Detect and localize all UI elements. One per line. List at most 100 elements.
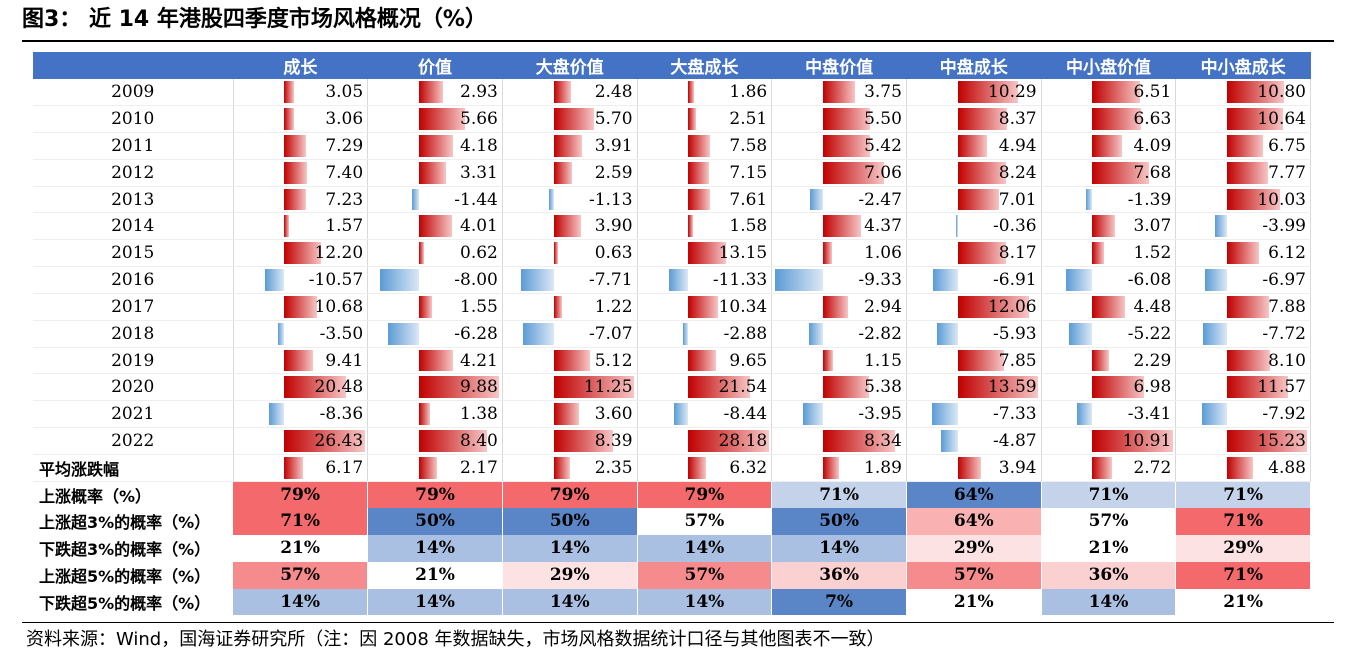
table-row: 2017 10.68 1.55 1.22 10.34 2.94 12.06 4.48 7.88 [33,293,1311,321]
value-cell: -6.08 [1041,266,1177,294]
positive-databar [418,349,454,372]
value-cell: 8.34 [771,427,907,455]
value-text: 1.55 [460,296,498,317]
value-text: 5.42 [864,135,902,156]
value-cell: -6.28 [367,320,503,348]
probability-cell: 79% [502,481,638,509]
value-text: -11.33 [712,270,768,291]
value-cell: 7.40 [233,159,369,187]
probability-cell: 71% [1175,481,1311,509]
positive-databar [418,134,453,157]
negative-databar [1202,322,1228,345]
probability-cell: 7% [771,588,907,616]
header-cell: 中小盘价值 [1041,52,1176,79]
positive-databar [957,349,1005,372]
value-cell: -7.92 [1175,400,1311,429]
value-text: 9.41 [325,350,364,371]
negative-databar [936,322,958,345]
value-text: 2.17 [460,457,498,478]
positive-databar [1092,161,1149,184]
positive-databar [688,349,716,372]
positive-databar [1227,161,1269,184]
positive-databar [688,215,693,238]
value-cell: 11.57 [1175,373,1311,402]
value-text: 10.64 [1257,109,1306,130]
value-text: 8.40 [460,431,498,452]
value-cell: 4.18 [367,132,503,160]
positive-databar [1227,134,1263,157]
value-text: 6.51 [1133,81,1172,102]
positive-databar [823,456,840,479]
value-text: 10.91 [1122,431,1172,452]
value-text: 10.34 [718,296,768,317]
header-cell: 大盘成长 [637,52,772,79]
value-cell: 3.60 [502,400,638,429]
positive-databar [284,242,322,265]
table-row: 2019 9.41 4.21 5.12 9.65 1.15 7.85 2.29 8.10 [33,347,1311,375]
positive-databar [1227,80,1284,104]
value-cell: -8.44 [637,400,773,429]
probability-cell: 50% [367,508,503,535]
value-cell: -5.22 [1041,320,1177,348]
probability-cell: 57% [637,561,773,589]
value-text: 2.29 [1133,350,1172,371]
value-cell: -8.36 [233,400,369,429]
value-text: 8.10 [1268,350,1306,371]
value-cell: 1.58 [637,212,773,241]
value-text: 5.66 [460,109,498,130]
value-text: -8.44 [723,404,768,425]
value-cell: 10.34 [637,293,773,321]
positive-databar [553,108,595,130]
value-cell: 20.48 [233,373,369,402]
value-cell: 3.94 [906,454,1042,482]
positive-databar [957,456,981,479]
value-text: 6.98 [1133,377,1172,398]
value-cell: 2.94 [771,293,907,321]
value-cell: 8.10 [1175,347,1311,375]
value-text: 3.91 [594,135,633,156]
negative-databar [1202,403,1228,426]
value-text: -7.33 [993,404,1037,425]
positive-databar [553,376,634,399]
positive-databar [284,215,290,238]
negative-databar [673,403,689,426]
value-text: -6.91 [993,270,1037,291]
value-cell: 13.59 [906,373,1042,402]
value-text: 7.88 [1268,296,1306,317]
probability-cell: 21% [233,534,369,562]
value-text: -1.13 [588,189,633,210]
value-text: 15.23 [1257,431,1306,452]
negative-databar [931,403,958,426]
value-cell: 12.20 [233,239,369,268]
value-text: 5.38 [864,377,902,398]
value-text: 10.03 [1257,189,1306,210]
value-text: -6.08 [1127,270,1172,291]
value-text: 0.63 [594,243,633,264]
positive-databar [1092,134,1123,157]
value-text: 6.63 [1133,109,1172,130]
positive-databar [823,108,871,130]
row-label: 2011 [33,132,234,160]
value-text: 6.12 [1268,243,1306,264]
table-row: 平均涨跌幅 6.17 2.17 2.35 6.32 1.89 3.94 2.72 4.88 [33,454,1311,482]
positive-databar [418,242,425,265]
probability-cell: 21% [906,588,1042,616]
value-cell: 2.72 [1041,454,1177,482]
value-text: 3.75 [864,81,902,102]
value-text: 8.17 [998,243,1037,264]
table-row: 2016 -10.57 -8.00 -7.71 -11.33 -9.33 -6.91 -6.0… [33,266,1311,294]
value-text: -10.57 [308,270,364,291]
value-text: 3.07 [1133,216,1172,237]
value-text: -2.82 [858,323,902,344]
value-text: -1.44 [454,189,498,210]
value-cell: -3.41 [1041,400,1177,429]
positive-databar [284,456,304,479]
probability-cell: 14% [637,588,773,616]
row-label: 2015 [33,239,234,268]
probability-cell: 71% [1175,561,1311,589]
row-label: 2018 [33,320,234,348]
value-cell: 3.90 [502,212,638,241]
value-text: 4.21 [460,350,498,371]
value-cell: 10.91 [1041,427,1177,455]
value-text: 20.48 [314,377,364,398]
